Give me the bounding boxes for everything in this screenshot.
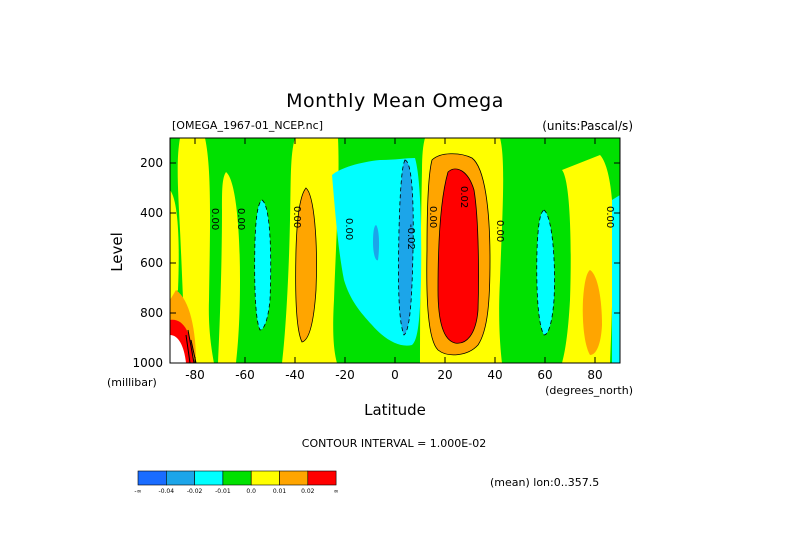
- x-tick-label: -80: [185, 368, 205, 382]
- band-orange-north: [582, 270, 602, 355]
- y-axis: 200 400 600 800 1000: [132, 156, 620, 370]
- x-tick-label: -20: [335, 368, 355, 382]
- units-label: (units:Pascal/s): [542, 119, 633, 133]
- x-tick-label: 20: [437, 368, 452, 382]
- colorbar-label: -∞: [134, 488, 141, 495]
- y-tick-label: 200: [140, 156, 163, 170]
- band-cyan-midlat: [254, 200, 271, 330]
- x-axis: -80 -60 -40 -20 0 20 40 60 80: [185, 138, 603, 382]
- contour-label: 0.00: [235, 208, 246, 230]
- colorbar-swatch: [137, 470, 167, 486]
- contour-label: 0.00: [291, 206, 302, 228]
- colorbar-swatch: [194, 470, 224, 486]
- colorbar-label: -0.01: [215, 488, 231, 495]
- colorbar-label: 0.0: [246, 488, 256, 495]
- x-axis-units: (degrees_north): [545, 384, 633, 397]
- y-tick-label: 800: [140, 306, 163, 320]
- contour-label: -0.02: [405, 224, 416, 250]
- x-tick-label: -40: [285, 368, 305, 382]
- y-axis-units: (millibar): [107, 376, 157, 389]
- colorbar-swatch: [307, 470, 337, 486]
- x-tick-label: 60: [537, 368, 552, 382]
- y-tick-label: 1000: [132, 356, 163, 370]
- x-axis-title: Latitude: [364, 401, 426, 419]
- file-label: [OMEGA_1967-01_NCEP.nc]: [172, 119, 323, 132]
- core-blue-1: [398, 160, 414, 335]
- contour-label: 0.02: [458, 186, 469, 208]
- contour-label-group: 0.00 0.00 0.00 0.00 -0.02 0.00 0.02 0.00…: [209, 186, 615, 250]
- contour-label: 0.00: [494, 220, 505, 242]
- mean-longitude-label: (mean) lon:0..357.5: [490, 476, 599, 489]
- band-cyan-north: [536, 210, 555, 335]
- core-blue-2: [373, 225, 380, 261]
- plot-area: 0.00 0.00 0.00 0.00 -0.02 0.00 0.02 0.00…: [169, 137, 621, 364]
- colorbar-label: -0.02: [187, 488, 203, 495]
- colorbar-swatch: [279, 470, 309, 486]
- contour-label: 0.00: [209, 208, 220, 230]
- contour-label: 0.00: [604, 206, 615, 228]
- core-red-tropic: [438, 169, 479, 344]
- band-orange-midlat: [295, 188, 317, 342]
- x-tick-label: -60: [235, 368, 255, 382]
- band-cyan-edge: [612, 195, 620, 363]
- colorbar-label: ∞: [334, 488, 339, 495]
- pole-white: [170, 335, 186, 363]
- colorbar-label: 0.01: [273, 488, 287, 495]
- contour-label: 0.00: [427, 206, 438, 228]
- chart-title: Monthly Mean Omega: [286, 90, 504, 112]
- colorbar-label: 0.02: [301, 488, 315, 495]
- x-tick-label: 0: [391, 368, 399, 382]
- colorbar: -∞ -0.04 -0.02 -0.01 0.0 0.01 0.02 ∞: [134, 470, 339, 495]
- contour-interval-label: CONTOUR INTERVAL = 1.000E-02: [302, 437, 486, 450]
- x-tick-label: 40: [487, 368, 502, 382]
- colorbar-label: -0.04: [159, 488, 175, 495]
- y-tick-label: 400: [140, 206, 163, 220]
- y-axis-title: Level: [108, 232, 126, 272]
- x-tick-label: 80: [587, 368, 602, 382]
- band-yellow-pole: [170, 190, 179, 300]
- contour-lines: [254, 153, 555, 356]
- colorbar-swatch: [222, 470, 252, 486]
- contour-label: 0.00: [343, 218, 354, 240]
- band-yellow-mid2: [218, 172, 240, 363]
- colorbar-swatch: [166, 470, 195, 486]
- y-tick-label: 600: [140, 256, 163, 270]
- colorbar-swatch: [250, 470, 280, 486]
